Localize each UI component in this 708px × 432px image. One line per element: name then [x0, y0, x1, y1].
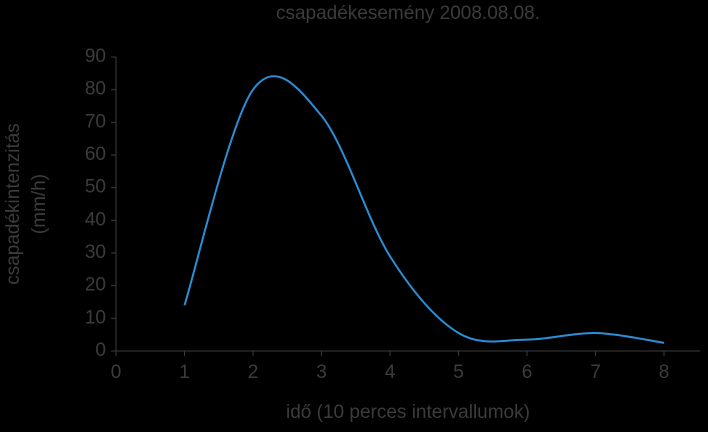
y-tick-label: 20 — [85, 275, 106, 296]
x-tick-label: 2 — [248, 362, 259, 383]
chart-title: csapadékesemény 2008.08.08. — [276, 3, 540, 24]
y-tick-label: 90 — [85, 46, 106, 67]
y-tick-label: 30 — [85, 242, 106, 263]
y-tick-label: 70 — [85, 111, 106, 132]
y-tick-label: 0 — [95, 340, 106, 361]
data-line — [183, 75, 665, 344]
y-tick-label: 10 — [85, 307, 106, 328]
y-tick-label: 40 — [85, 209, 106, 230]
x-axis-label: idő (10 perces intervallumok) — [286, 402, 530, 423]
y-tick-label: 60 — [85, 144, 106, 165]
x-tick-label: 4 — [385, 362, 396, 383]
x-tick-label: 8 — [659, 362, 670, 383]
x-tick-label: 6 — [522, 362, 533, 383]
x-tick-label: 5 — [453, 362, 464, 383]
x-tick-label: 1 — [179, 362, 190, 383]
y-tick-label: 50 — [85, 177, 106, 198]
y-axis-label: (mm/h) — [29, 174, 50, 234]
x-tick-label: 7 — [590, 362, 601, 383]
y-tick-label: 80 — [85, 79, 106, 100]
y-axis-label: csapadékintenzitás — [3, 123, 24, 285]
x-tick-label: 0 — [111, 362, 122, 383]
x-tick-label: 3 — [316, 362, 327, 383]
